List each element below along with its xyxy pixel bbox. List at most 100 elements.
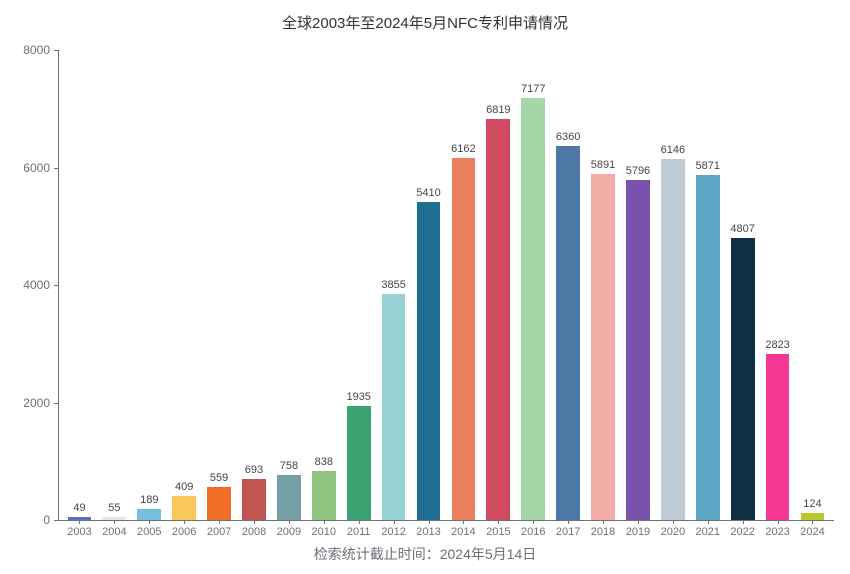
x-axis-label: 2017 bbox=[556, 526, 580, 538]
chart-title: 全球2003年至2024年5月NFC专利申请情况 bbox=[0, 0, 850, 33]
y-tick-label: 0 bbox=[43, 513, 50, 527]
y-tick-mark bbox=[54, 520, 58, 521]
bar-value-label: 758 bbox=[280, 460, 298, 472]
bar-value-label: 2823 bbox=[765, 339, 789, 351]
x-axis-label: 2016 bbox=[521, 526, 545, 538]
x-axis-label: 2023 bbox=[765, 526, 789, 538]
bar bbox=[626, 180, 650, 521]
bar-value-label: 6162 bbox=[451, 143, 475, 155]
bar bbox=[521, 98, 545, 520]
bar-slot: 61622014 bbox=[446, 50, 481, 520]
bar-value-label: 5891 bbox=[591, 159, 615, 171]
x-tick-mark bbox=[289, 520, 290, 524]
bar-value-label: 6146 bbox=[661, 144, 685, 156]
bar bbox=[347, 406, 371, 520]
bar-slot: 1242024 bbox=[795, 50, 830, 520]
x-tick-mark bbox=[219, 520, 220, 524]
bar-value-label: 189 bbox=[140, 494, 158, 506]
bar-value-label: 3855 bbox=[381, 279, 405, 291]
x-tick-mark bbox=[429, 520, 430, 524]
bar bbox=[661, 159, 685, 520]
bar-value-label: 4807 bbox=[730, 223, 754, 235]
x-tick-mark bbox=[568, 520, 569, 524]
bar bbox=[556, 146, 580, 520]
x-tick-mark bbox=[603, 520, 604, 524]
x-tick-mark bbox=[708, 520, 709, 524]
bar-slot: 68192015 bbox=[481, 50, 516, 520]
bar bbox=[801, 513, 825, 520]
x-axis-label: 2010 bbox=[312, 526, 336, 538]
bar-slot: 5592007 bbox=[202, 50, 237, 520]
x-axis-label: 2008 bbox=[242, 526, 266, 538]
x-tick-mark bbox=[79, 520, 80, 524]
bar-slot: 28232023 bbox=[760, 50, 795, 520]
bar-slot: 1892005 bbox=[132, 50, 167, 520]
bar-value-label: 49 bbox=[73, 502, 85, 514]
bar-value-label: 124 bbox=[803, 498, 821, 510]
bar bbox=[137, 509, 161, 520]
x-tick-mark bbox=[463, 520, 464, 524]
y-tick-label: 2000 bbox=[23, 396, 50, 410]
bar bbox=[417, 202, 441, 520]
bar-value-label: 5410 bbox=[416, 187, 440, 199]
bar bbox=[591, 174, 615, 520]
bar bbox=[242, 479, 266, 520]
bar-slot: 61462020 bbox=[655, 50, 690, 520]
x-axis-label: 2022 bbox=[730, 526, 754, 538]
x-tick-mark bbox=[114, 520, 115, 524]
x-tick-mark bbox=[812, 520, 813, 524]
chart-footer: 检索统计截止时间：2024年5月14日 bbox=[0, 544, 850, 564]
bar-value-label: 838 bbox=[315, 456, 333, 468]
bar-slot: 57962019 bbox=[621, 50, 656, 520]
x-tick-mark bbox=[394, 520, 395, 524]
x-axis-label: 2014 bbox=[451, 526, 475, 538]
bar-value-label: 693 bbox=[245, 464, 263, 476]
x-axis-label: 2012 bbox=[381, 526, 405, 538]
bar-value-label: 7177 bbox=[521, 83, 545, 95]
x-axis-label: 2011 bbox=[347, 526, 371, 538]
x-tick-mark bbox=[184, 520, 185, 524]
x-axis-label: 2020 bbox=[661, 526, 685, 538]
bar-slot: 8382010 bbox=[306, 50, 341, 520]
bar-value-label: 559 bbox=[210, 472, 228, 484]
bar-slot: 4092006 bbox=[167, 50, 202, 520]
bar-slot: 48072022 bbox=[725, 50, 760, 520]
bar-slot: 492003 bbox=[62, 50, 97, 520]
plot-area: 4920035520041892005409200655920076932008… bbox=[58, 50, 834, 520]
y-tick-label: 6000 bbox=[23, 161, 50, 175]
chart-container: 全球2003年至2024年5月NFC专利申请情况 0 2000 4000 6000 80… bbox=[0, 0, 850, 574]
bar-slot: 19352011 bbox=[341, 50, 376, 520]
x-tick-mark bbox=[149, 520, 150, 524]
x-tick-mark bbox=[778, 520, 779, 524]
x-tick-mark bbox=[359, 520, 360, 524]
x-tick-mark bbox=[673, 520, 674, 524]
bar bbox=[207, 487, 231, 520]
bar bbox=[731, 238, 755, 520]
bar-slot: 38552012 bbox=[376, 50, 411, 520]
x-axis-label: 2006 bbox=[172, 526, 196, 538]
bars-wrap: 4920035520041892005409200655920076932008… bbox=[58, 50, 834, 520]
x-axis-label: 2018 bbox=[591, 526, 615, 538]
bar-value-label: 6819 bbox=[486, 104, 510, 116]
bar-value-label: 409 bbox=[175, 481, 193, 493]
bar-value-label: 1935 bbox=[346, 391, 370, 403]
bar bbox=[486, 119, 510, 520]
x-axis-label: 2009 bbox=[277, 526, 301, 538]
x-axis-line bbox=[58, 520, 834, 521]
x-axis-label: 2013 bbox=[416, 526, 440, 538]
bar bbox=[766, 354, 790, 520]
x-axis-label: 2024 bbox=[800, 526, 824, 538]
bar-value-label: 6360 bbox=[556, 131, 580, 143]
bar-slot: 71772016 bbox=[516, 50, 551, 520]
bar-slot: 54102013 bbox=[411, 50, 446, 520]
x-axis-label: 2021 bbox=[696, 526, 720, 538]
bar bbox=[277, 475, 301, 520]
x-tick-mark bbox=[638, 520, 639, 524]
x-tick-mark bbox=[743, 520, 744, 524]
bar bbox=[312, 471, 336, 520]
y-tick-label: 4000 bbox=[23, 278, 50, 292]
bar bbox=[172, 496, 196, 520]
bar-slot: 58712021 bbox=[690, 50, 725, 520]
bar-value-label: 5871 bbox=[696, 160, 720, 172]
y-tick-label: 8000 bbox=[23, 43, 50, 57]
